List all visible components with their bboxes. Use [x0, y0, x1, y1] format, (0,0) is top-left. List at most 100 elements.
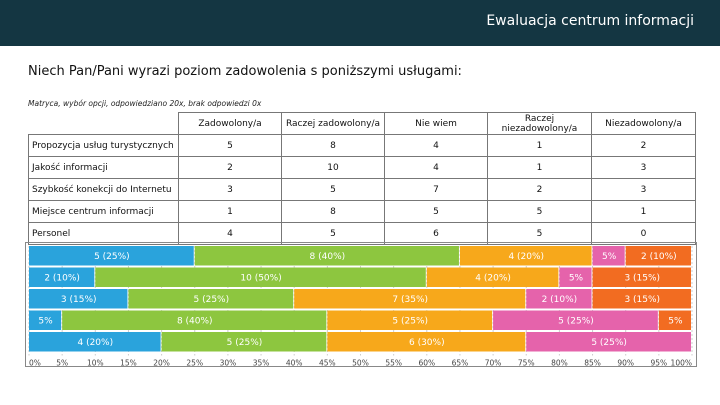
x-tick-label: 15%: [120, 359, 137, 368]
bar-data-label: 3 (15%): [624, 295, 660, 305]
bar-segment: [95, 267, 426, 287]
table-cell: 8: [281, 134, 385, 157]
bar-data-label: 5 (25%): [558, 316, 594, 326]
x-tick-label: 100%: [671, 359, 692, 368]
x-tick-label: 80%: [551, 359, 568, 368]
table-cell: 6: [384, 222, 488, 245]
x-tick-label: 50%: [352, 359, 369, 368]
x-tick-label: 75%: [518, 359, 535, 368]
table-cell: 5: [281, 222, 385, 245]
table-cell: 8: [281, 200, 385, 223]
stacked-bar-chart: 5 (25%) 8 (40%) 4 (20%) 5% 2 (10%) 2 (10%) 10 …: [25, 242, 697, 368]
x-tick-label: 5%: [56, 359, 68, 368]
bar-segment: [29, 267, 95, 287]
chart-frame: [25, 242, 697, 367]
table-cell: 3: [178, 178, 282, 201]
bar-data-label: 3 (15%): [61, 295, 97, 305]
bar-segment: [526, 289, 592, 309]
results-table: Zadowolony/a Raczej zadowolony/a Nie wie…: [28, 112, 696, 245]
bar-segment: [29, 332, 161, 352]
x-tick-label: 45%: [319, 359, 336, 368]
table-cell: 4: [384, 156, 488, 179]
bar-data-label: 10 (50%): [240, 273, 281, 283]
bar-segment: [161, 332, 327, 352]
bar-data-label: 5 (25%): [227, 338, 263, 348]
table-cell: 1: [178, 200, 282, 223]
bar-segment: [592, 267, 691, 287]
bar-data-label: 5%: [668, 316, 683, 326]
bar-segment: [29, 310, 62, 330]
table-header-row: Zadowolony/a Raczej zadowolony/a Nie wie…: [29, 112, 696, 135]
x-tick-label: 55%: [385, 359, 402, 368]
bar-segment: [526, 332, 691, 352]
bar-data-label: 3 (15%): [624, 273, 660, 283]
bar-data-label: 4 (20%): [475, 273, 511, 283]
x-tick-label: 65%: [452, 359, 469, 368]
bar-segment: [625, 246, 691, 266]
column-header: Raczej zadowolony/a: [281, 112, 385, 135]
table-cell: 0: [591, 222, 696, 245]
bar-data-label: 4 (20%): [77, 338, 113, 348]
bar-segment: [658, 310, 691, 330]
bar-data-label: 5 (25%): [591, 338, 627, 348]
column-header: Zadowolony/a: [178, 112, 282, 135]
column-header: Raczej niezadowolony/a: [487, 112, 592, 135]
column-header: Niezadowolony/a: [591, 112, 696, 135]
bar-segment: [294, 289, 526, 309]
x-tick-label: 35%: [253, 359, 270, 368]
table-cell: 5: [384, 200, 488, 223]
header-bar: Ewaluacja centrum informacji: [0, 0, 720, 46]
question-text: Niech Pan/Pani wyrazi poziom zadowolenia…: [28, 64, 462, 79]
bar-segment: [459, 246, 592, 266]
table-cell: 10: [281, 156, 385, 179]
table-cell: 2: [178, 156, 282, 179]
row-label: Propozycja usług turystycznych: [28, 134, 179, 157]
bar-data-label: 5%: [569, 273, 584, 283]
table-row: Propozycja usług turystycznych 5 8 4 1 2: [28, 134, 696, 157]
x-tick-label: 60%: [418, 359, 435, 368]
x-tick-label: 95%: [651, 359, 668, 368]
table-cell: 1: [591, 200, 696, 223]
table-corner: [29, 113, 179, 135]
x-tick-label: 70%: [485, 359, 502, 368]
x-tick-label: 30%: [220, 359, 237, 368]
table-cell: 1: [487, 156, 592, 179]
bar-data-label: 2 (10%): [641, 252, 677, 262]
presentation-title: Ewaluacja centrum informacji: [486, 13, 694, 29]
chart-svg: 5 (25%) 8 (40%) 4 (20%) 5% 2 (10%) 2 (10%) 10 …: [25, 242, 697, 368]
bar-segment: [592, 289, 691, 309]
bar-segment: [426, 267, 559, 287]
bar-segment: [29, 246, 194, 266]
question-note: Matryca, wybór opcji, odpowiedziano 20x,…: [28, 99, 262, 108]
table-cell: 2: [591, 134, 696, 157]
bar-segment: [327, 332, 526, 352]
table-cell: 4: [384, 134, 488, 157]
table-cell: 5: [178, 134, 282, 157]
bar-data-label: 6 (30%): [409, 338, 445, 348]
table-cell: 1: [487, 134, 592, 157]
bar-segment: [62, 310, 327, 330]
row-label: Personel: [28, 222, 179, 245]
table-row: Jakość informacji 2 10 4 1 3: [28, 156, 696, 179]
row-label: Miejsce centrum informacji: [28, 200, 179, 223]
bar-data-label: 5%: [602, 252, 617, 262]
x-tick-label: 25%: [186, 359, 203, 368]
row-label: Szybkość konekcji do Internetu: [28, 178, 179, 201]
bar-segment: [493, 310, 658, 330]
bar-data-label: 8 (40%): [310, 252, 346, 262]
table-cell: 5: [281, 178, 385, 201]
table-row: Szybkość konekcji do Internetu 3 5 7 2 3: [28, 178, 696, 201]
bar-segment: [194, 246, 459, 266]
x-tick-label: 40%: [286, 359, 303, 368]
bar-data-label: 7 (35%): [392, 295, 428, 305]
table-cell: 3: [591, 178, 696, 201]
bar-data-label: 5 (25%): [94, 252, 130, 262]
table-row: Personel 4 5 6 5 0: [28, 222, 696, 245]
bar-segment: [327, 310, 493, 330]
table-cell: 3: [591, 156, 696, 179]
x-tick-label: 0%: [29, 359, 41, 368]
x-tick-label: 20%: [153, 359, 170, 368]
bar-data-label: 2 (10%): [44, 273, 80, 283]
table-cell: 5: [487, 200, 592, 223]
bar-data-label: 5 (25%): [392, 316, 428, 326]
